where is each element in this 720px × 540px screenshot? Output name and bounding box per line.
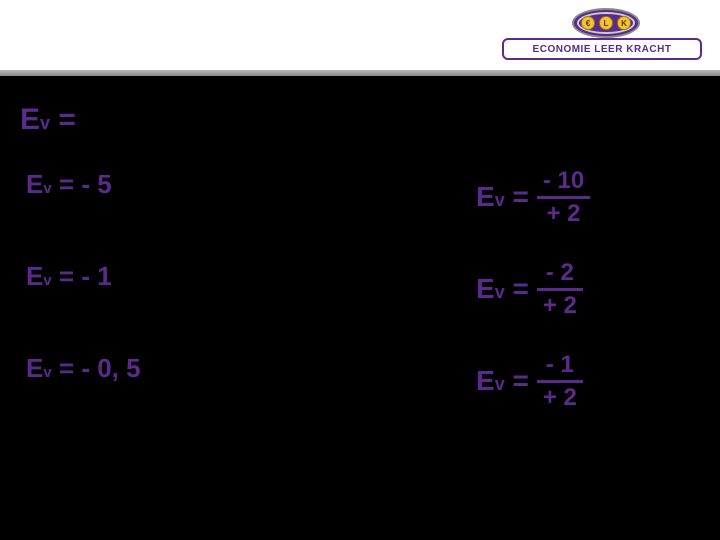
ev-num: = - 0, 5 <box>52 353 141 383</box>
rhs-eq: = <box>505 273 529 304</box>
logo-text: ECONOMIE LEER KRACHT <box>502 38 702 60</box>
formula-fraction: % verandering v/d gevraagde hoeveelheid … <box>84 98 391 142</box>
row-frac-den: + 2 <box>541 199 587 229</box>
rhs-v: v <box>495 374 505 394</box>
row-description: Een prijsverhoging van 2 % heeft een dal… <box>188 244 468 334</box>
row-frac-den: + 2 <box>537 291 583 321</box>
logo-oval: € L K <box>572 8 640 38</box>
row-description-text: Een prijsverhoging van 2 % heeft een dal… <box>198 361 456 402</box>
ev-E: E <box>26 261 43 291</box>
logo: € L K ECONOMIE LEER KRACHT <box>502 8 702 64</box>
table-row: Ev = - 5 elastisch Een prijsverhoging va… <box>20 150 700 242</box>
row-category: neutraal <box>26 298 180 318</box>
coin-euro-icon: € <box>581 16 595 30</box>
formula-numerator: % verandering v/d gevraagde hoeveelheid <box>84 98 391 119</box>
row-computation: Ev = - 1 + 2 <box>468 336 700 426</box>
row-category: inelastisch <box>26 390 180 410</box>
row-ev-value: Ev = - 0, 5 <box>26 353 180 384</box>
definition-formula: Ev = % verandering v/d gevraagde hoeveel… <box>20 90 700 150</box>
row-value-cell: Ev = - 1 neutraal <box>20 244 188 334</box>
logo-oval-inner: € L K <box>577 12 635 34</box>
rhs-E: E <box>476 181 495 212</box>
row-computation: Ev = - 10 + 2 <box>468 152 700 242</box>
formula-E: E <box>20 103 40 136</box>
row-description-text: Een prijsverhoging van 2 % heeft een dal… <box>198 269 456 310</box>
row-frac-num: - 1 <box>540 350 580 380</box>
rhs-v: v <box>495 282 505 302</box>
formula-eq: = <box>50 103 76 136</box>
coin-k-icon: K <box>617 16 631 30</box>
rhs-E: E <box>476 365 495 396</box>
row-computation: Ev = - 2 + 2 <box>468 244 700 334</box>
ev-E: E <box>26 169 43 199</box>
row-category: elastisch <box>26 206 180 226</box>
content-area: Ev = % verandering v/d gevraagde hoeveel… <box>20 90 700 426</box>
row-rhs-label: Ev = <box>476 273 529 305</box>
row-frac-num: - 2 <box>540 258 580 288</box>
formula-denominator: % verandering v/d prijs <box>151 121 324 142</box>
ev-v: v <box>43 272 51 289</box>
ev-E: E <box>26 353 43 383</box>
formula-lhs: Ev = <box>20 103 76 137</box>
rhs-v: v <box>495 190 505 210</box>
row-fraction: - 1 + 2 <box>537 350 583 413</box>
header-bar: € L K ECONOMIE LEER KRACHT <box>0 0 720 76</box>
row-frac-num: - 10 <box>537 166 590 196</box>
rhs-eq: = <box>505 181 529 212</box>
coin-l-icon: L <box>599 16 613 30</box>
row-frac-den: + 2 <box>537 383 583 413</box>
row-description-text: Een prijsverhoging van 2 % heeft een dal… <box>198 177 456 218</box>
row-ev-value: Ev = - 1 <box>26 261 180 292</box>
table-row: Ev = - 1 neutraal Een prijsverhoging van… <box>20 242 700 334</box>
row-fraction: - 10 + 2 <box>537 166 590 229</box>
formula-v: v <box>40 113 50 133</box>
ev-num: = - 1 <box>52 261 112 291</box>
ev-v: v <box>43 180 51 197</box>
ev-num: = - 5 <box>52 169 112 199</box>
row-description: Een prijsverhoging van 2 % heeft een dal… <box>188 152 468 242</box>
row-description: Een prijsverhoging van 2 % heeft een dal… <box>188 336 468 426</box>
rhs-eq: = <box>505 365 529 396</box>
row-value-cell: Ev = - 0, 5 inelastisch <box>20 336 188 426</box>
rhs-E: E <box>476 273 495 304</box>
row-ev-value: Ev = - 5 <box>26 169 180 200</box>
row-value-cell: Ev = - 5 elastisch <box>20 152 188 242</box>
row-rhs-label: Ev = <box>476 181 529 213</box>
row-rhs-label: Ev = <box>476 365 529 397</box>
table-row: Ev = - 0, 5 inelastisch Een prijsverhogi… <box>20 334 700 426</box>
row-fraction: - 2 + 2 <box>537 258 583 321</box>
ev-v: v <box>43 364 51 381</box>
